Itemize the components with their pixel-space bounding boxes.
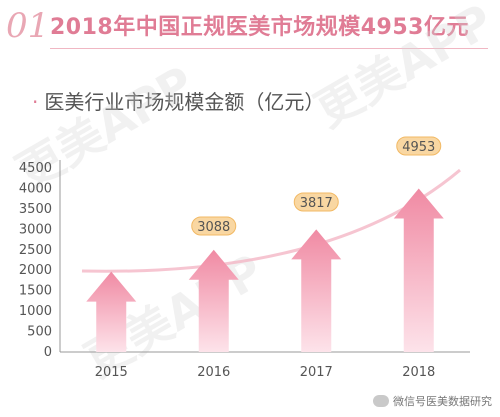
value-label-badge <box>191 216 237 236</box>
value-label-badge <box>293 192 339 212</box>
value-label: 4953 <box>402 140 435 155</box>
x-tick-label: 2016 <box>197 365 230 380</box>
y-tick-label: 1500 <box>19 284 52 299</box>
value-label: 3817 <box>300 196 333 211</box>
value-label-badge <box>396 136 442 156</box>
y-tick-label: 3000 <box>19 222 52 237</box>
x-tick-label: 2017 <box>300 365 333 380</box>
x-tick-label: 2018 <box>402 365 435 380</box>
y-tick-label: 4000 <box>19 181 52 196</box>
title-divider <box>50 48 488 49</box>
y-tick-label: 3500 <box>19 202 52 217</box>
chart-subtitle: · 医美行业市场规模金额（亿元） <box>32 90 324 114</box>
y-tick-label: 2500 <box>19 243 52 258</box>
value-label: 3088 <box>197 220 230 235</box>
x-tick-label: 2015 <box>95 365 128 380</box>
section-number: 01 <box>6 6 50 46</box>
page-title: 2018年中国正规医美市场规模4953亿元 <box>50 15 469 40</box>
bullet-icon: · <box>32 90 39 114</box>
bar-arrow <box>291 229 342 352</box>
y-tick-label: 1000 <box>19 304 52 319</box>
y-tick-label: 500 <box>27 325 52 340</box>
trend-curve <box>81 168 461 273</box>
wechat-icon <box>373 395 389 407</box>
y-tick-label: 4500 <box>19 161 52 176</box>
y-tick-label: 0 <box>44 345 52 360</box>
bar-arrow <box>188 249 239 352</box>
footer-text: 微信号医美数据研究 <box>393 395 492 408</box>
bar-arrow <box>393 188 444 352</box>
y-tick-label: 2000 <box>19 263 52 278</box>
title-row: 01 2018年中国正规医美市场规模4953亿元 <box>6 6 494 50</box>
bar-arrow <box>86 271 137 352</box>
subtitle-text: 医美行业市场规模金额（亿元） <box>44 90 325 114</box>
footer-credit: 微信号医美数据研究 <box>373 393 492 409</box>
